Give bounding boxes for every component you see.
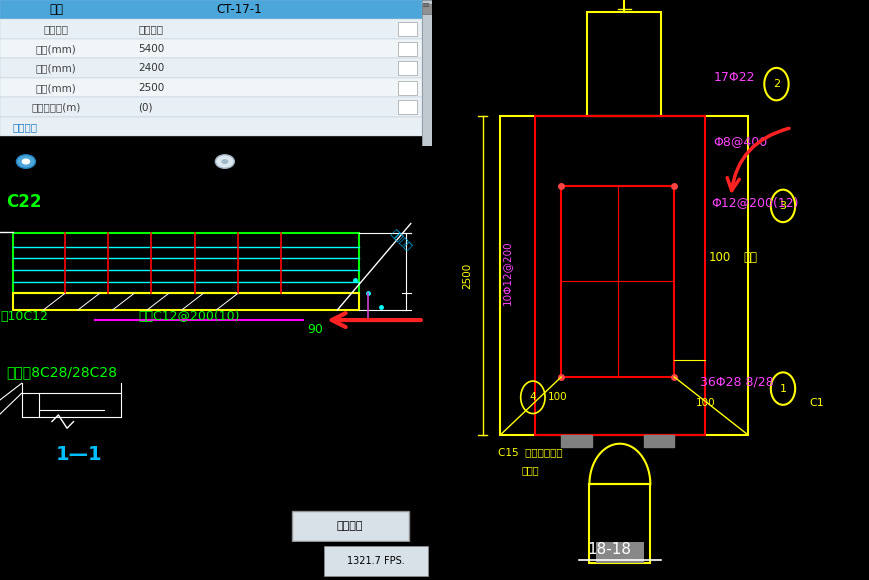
Text: 90: 90 — [307, 324, 322, 336]
Text: 100: 100 — [695, 398, 715, 408]
Text: (0): (0) — [138, 102, 153, 112]
Text: 5400: 5400 — [138, 44, 164, 54]
Text: 18-18: 18-18 — [587, 542, 631, 557]
Text: 2400: 2400 — [138, 63, 164, 73]
Text: Φ12@200(12): Φ12@200(12) — [711, 196, 798, 209]
FancyBboxPatch shape — [291, 512, 408, 541]
Bar — [0, 97, 421, 117]
Bar — [589, 484, 650, 563]
Text: 矩形承台: 矩形承台 — [138, 24, 163, 34]
Text: 筋10C12: 筋10C12 — [0, 310, 48, 323]
Text: 其它钢筋: 其它钢筋 — [13, 122, 38, 132]
Circle shape — [22, 158, 30, 165]
Text: 底宽放坡形式: 底宽放坡形式 — [242, 157, 282, 166]
Circle shape — [216, 155, 234, 168]
Text: 36Φ28 8/28: 36Φ28 8/28 — [700, 376, 773, 389]
Text: 100: 100 — [547, 392, 567, 402]
Text: 100: 100 — [708, 251, 731, 264]
Text: 2500: 2500 — [138, 83, 164, 93]
Bar — [13, 293, 359, 310]
Text: CT-17-1: CT-17-1 — [216, 3, 262, 16]
Text: 箍筋: 箍筋 — [743, 251, 757, 264]
Bar — [422, 4, 431, 14]
Text: C22: C22 — [6, 193, 42, 211]
Text: 4: 4 — [529, 392, 535, 403]
Bar — [397, 61, 417, 75]
Text: 下部筋8C28/28C28: 下部筋8C28/28C28 — [6, 365, 117, 380]
Text: 1—1: 1—1 — [56, 445, 103, 464]
Bar — [13, 234, 359, 293]
Circle shape — [221, 159, 228, 164]
Text: 节点设置: 节点设置 — [388, 227, 414, 252]
Bar — [587, 12, 660, 116]
Text: 长度(mm): 长度(mm) — [36, 44, 76, 54]
Text: 配筋形式: 配筋形式 — [336, 521, 363, 531]
Text: 高度(mm): 高度(mm) — [36, 83, 76, 93]
Text: 10Φ12@200: 10Φ12@200 — [501, 240, 511, 305]
Bar — [0, 59, 421, 78]
Bar — [0, 78, 421, 97]
Bar — [534, 116, 704, 435]
Text: ≡: ≡ — [421, 0, 430, 10]
Text: 相对底标高(m): 相对底标高(m) — [31, 102, 81, 112]
Text: 2: 2 — [772, 79, 779, 89]
Bar — [0, 0, 421, 20]
Bar — [500, 116, 747, 435]
Text: 名称: 名称 — [50, 3, 63, 16]
Bar — [397, 100, 417, 114]
Text: 1: 1 — [779, 383, 786, 394]
Bar — [561, 186, 673, 377]
Text: 宽度(mm): 宽度(mm) — [36, 63, 76, 73]
Text: 1321.7 FPS.: 1321.7 FPS. — [347, 556, 405, 566]
Bar — [643, 435, 673, 447]
Text: 点，或拾取构件图元: 点，或拾取构件图元 — [6, 556, 63, 566]
Bar — [0, 117, 421, 136]
Circle shape — [17, 155, 36, 168]
Bar — [561, 435, 591, 447]
Bar — [0, 39, 421, 59]
Bar — [397, 81, 417, 95]
Bar — [397, 42, 417, 56]
Text: 3: 3 — [779, 201, 786, 211]
Text: 角度放坡形式: 角度放坡形式 — [43, 157, 83, 166]
Text: C1: C1 — [808, 398, 823, 408]
Text: C15  素混凝土垫层: C15 素混凝土垫层 — [497, 447, 562, 457]
Bar — [421, 0, 432, 146]
Text: 截面形状: 截面形状 — [43, 24, 69, 34]
Bar — [324, 546, 428, 577]
Bar — [594, 542, 643, 563]
Text: Φ8@400: Φ8@400 — [713, 135, 766, 148]
Text: 箍筋C12@200(10): 箍筋C12@200(10) — [138, 310, 240, 323]
Text: 17Φ22: 17Φ22 — [713, 71, 754, 84]
Text: 土垫层: 土垫层 — [521, 465, 539, 474]
Bar — [397, 23, 417, 36]
Text: 2500: 2500 — [462, 262, 472, 289]
Bar — [0, 20, 421, 39]
